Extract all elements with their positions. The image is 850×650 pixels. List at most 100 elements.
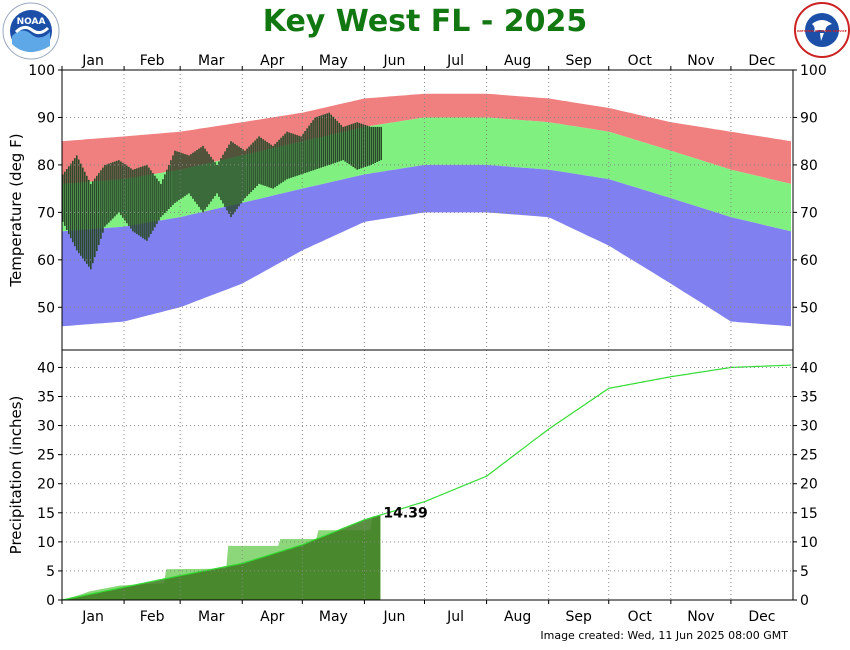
grid-lines — [62, 69, 793, 601]
normal-precipitation-line — [61, 364, 792, 601]
observed-temperature-bar — [220, 158, 222, 201]
observed-temperature-bar — [232, 142, 234, 215]
observed-temperature-bar — [236, 145, 238, 209]
observed-temperature-bar — [192, 152, 194, 199]
observed-temperature-bar — [362, 124, 364, 168]
observed-temperature-bar — [358, 122, 360, 169]
month-label-bottom: Jul — [446, 609, 464, 625]
observed-temperature-bar — [190, 154, 192, 197]
observed-temperature-bar — [96, 175, 98, 252]
precipitation-tick-label-left: 10 — [37, 535, 55, 551]
observed-temperature-bar — [170, 160, 172, 207]
observed-temperature-bar — [284, 133, 286, 181]
month-label-bottom: Apr — [260, 609, 284, 625]
temperature-tick-label-left: 60 — [37, 253, 55, 269]
observed-temperature-bar — [106, 164, 108, 225]
observed-temperature-bar — [316, 116, 318, 169]
observed-temperature-bar — [134, 169, 136, 233]
observed-temperature-bar — [234, 143, 236, 212]
temperature-tick-label-left: 90 — [37, 110, 55, 126]
observed-temperature-bar — [160, 183, 162, 218]
observed-temperature-bar — [206, 151, 208, 207]
observed-temperature-bar — [66, 169, 68, 230]
observed-temperature-bar — [158, 181, 160, 221]
observed-temperature-bar — [182, 153, 184, 198]
observed-temperature-bar — [244, 150, 246, 199]
observed-temperature-bar — [334, 118, 336, 163]
observed-temperature-bar — [142, 166, 144, 239]
observed-temperature-bar — [144, 165, 146, 240]
observed-temperature-bar — [148, 167, 150, 238]
temperature-tick-label-right: 60 — [800, 253, 818, 269]
observed-temperature-bar — [336, 120, 338, 163]
observed-temperature-bar — [300, 136, 302, 175]
observed-temperature-bar — [168, 164, 170, 209]
observed-temperature-bar — [292, 133, 294, 178]
observed-temperature-bar — [114, 161, 116, 217]
observed-temperature-bar — [74, 158, 76, 247]
observed-temperature-bar — [178, 152, 180, 201]
record-high-band — [62, 93, 791, 184]
month-label-top: May — [319, 53, 348, 69]
precipitation-tick-label-left: 35 — [37, 390, 55, 406]
precipitation-tick-label-left: 0 — [46, 593, 55, 609]
month-label-top: Mar — [198, 53, 225, 69]
observed-temperature-bar — [318, 116, 320, 169]
precipitation-tick-label-left: 25 — [37, 448, 55, 464]
observed-temperature-bar — [90, 183, 92, 270]
observed-temperature-bar — [76, 155, 78, 251]
observed-temperature-bar — [188, 155, 190, 194]
observed-temperature-bar — [376, 126, 378, 162]
precipitation-tick-label-left: 30 — [37, 419, 55, 435]
observed-temperature-bar — [226, 148, 228, 211]
temperature-tick-label-left: 80 — [37, 158, 55, 174]
month-label-bottom: Mar — [198, 609, 225, 625]
observed-temperature-bar — [298, 135, 300, 176]
temperature-tick-label-right: 80 — [800, 158, 818, 174]
precipitation-tick-label-left: 40 — [37, 360, 55, 376]
observed-temperature-bar — [86, 175, 88, 264]
observed-temperature-bar — [212, 159, 214, 199]
precipitation-tick-label-right: 40 — [800, 360, 818, 376]
month-label-bottom: Dec — [748, 609, 775, 625]
observed-temperature-bar — [198, 148, 200, 207]
observed-temperature-bar — [350, 124, 352, 166]
observed-temperature-bar — [84, 171, 86, 262]
observed-temperature-bar — [152, 173, 154, 231]
observed-temperature-bar — [208, 154, 210, 205]
observed-temperature-bar — [88, 179, 90, 267]
observed-temperature-bar — [146, 164, 148, 241]
observed-temperature-bar — [102, 167, 104, 233]
observed-temperature-bar — [230, 141, 232, 218]
observed-temperature-bar — [80, 163, 82, 256]
nws-logo-icon: NATIONAL WEATHER SERVICE — [794, 2, 850, 58]
observed-temperature-series — [62, 112, 382, 270]
observed-temperature-bar — [260, 137, 262, 185]
observed-temperature-bar — [342, 126, 344, 161]
observed-temperature-bar — [328, 112, 330, 165]
observed-temperature-bar — [306, 128, 308, 173]
observed-temperature-bar — [100, 170, 102, 239]
month-label-top: Jan — [81, 53, 104, 69]
observed-temperature-bar — [286, 131, 288, 180]
month-label-bottom: Sep — [566, 609, 593, 625]
observed-temperature-bar — [348, 124, 350, 165]
observed-temperature-bar — [68, 166, 70, 235]
observed-temperature-bar — [116, 160, 118, 215]
observed-temperature-bar — [180, 152, 182, 199]
month-label-top: Jul — [446, 53, 464, 69]
observed-temperature-bar — [228, 144, 230, 214]
observed-temperature-bar — [252, 142, 254, 190]
observed-temperature-bar — [210, 156, 212, 202]
temperature-tick-label-left: 100 — [28, 63, 55, 79]
observed-temperature-bar — [330, 114, 332, 165]
observed-temperature-bar — [140, 166, 142, 237]
observed-temperature-bar — [132, 169, 134, 232]
month-label-top: Feb — [140, 53, 165, 69]
observed-temperature-bar — [246, 148, 248, 197]
temperature-axis-title: Temperature (deg F) — [7, 133, 25, 287]
observed-temperature-bar — [262, 139, 264, 186]
observed-temperature-bar — [370, 126, 372, 165]
month-label-bottom: May — [319, 609, 348, 625]
observed-temperature-bar — [278, 139, 280, 185]
